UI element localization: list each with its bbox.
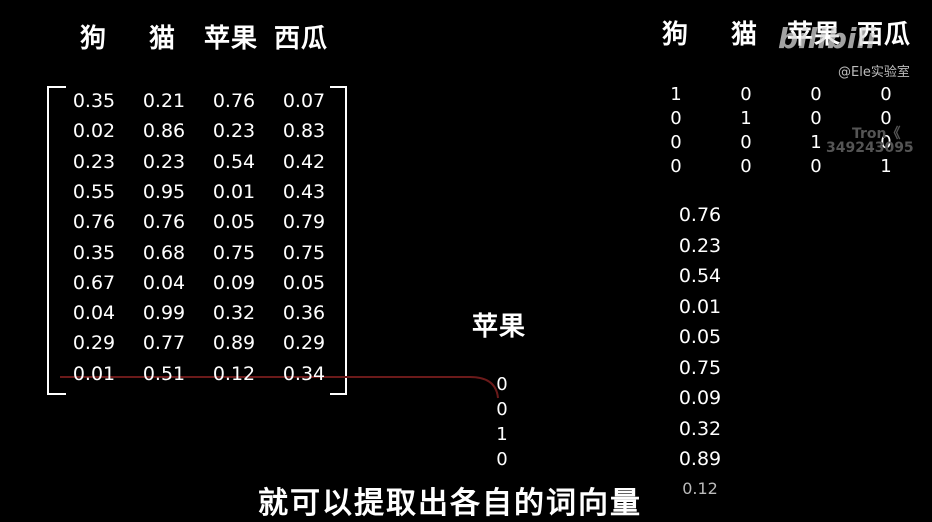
- result-vector-value: 0.75: [678, 356, 722, 379]
- onehot-matrix-cell: 0: [810, 108, 822, 129]
- left-matrix-cell: 0.36: [282, 302, 326, 325]
- onehot-matrix-cell: 0: [740, 132, 752, 153]
- onehot-matrix-cell: 1: [740, 108, 752, 129]
- left-matrix-cell: 0.01: [212, 180, 256, 203]
- left-matrix-cell: 0.32: [212, 302, 256, 325]
- onehot-matrix-cell: 0: [880, 84, 892, 105]
- left-matrix-cell: 0.21: [142, 90, 186, 112]
- left-matrix-cell: 0.76: [142, 211, 186, 234]
- apple-onehot-value: 1: [496, 424, 508, 445]
- faint-name-watermark: Tron《: [852, 126, 901, 142]
- left-matrix-cell: 0.23: [72, 150, 116, 173]
- left-matrix-cell: 0.42: [282, 150, 326, 173]
- left-matrix-cell: 0.54: [212, 150, 256, 173]
- result-vector-value: 0.09: [678, 387, 722, 409]
- onehot-matrix-cell: 0: [810, 156, 822, 177]
- left-matrix-cell: 0.67: [72, 271, 116, 294]
- left-matrix-cell: 0.89: [212, 332, 256, 355]
- left-matrix-cell: 0.07: [282, 90, 326, 112]
- left-matrix-cell: 0.05: [212, 211, 256, 234]
- faint-id-watermark: 349243095: [826, 140, 914, 156]
- left-matrix-cell: 0.23: [142, 150, 186, 173]
- left-matrix-cell: 0.35: [72, 90, 116, 112]
- left-matrix-cell: 0.43: [282, 180, 326, 203]
- left-matrix-cell: 0.51: [142, 362, 186, 385]
- onehot-header-dog: 狗: [662, 20, 690, 50]
- onehot-matrix-cell: 0: [740, 156, 752, 177]
- left-matrix-cell: 0.23: [212, 120, 256, 143]
- left-matrix-cell: 0.95: [142, 180, 186, 203]
- left-matrix-cell: 0.55: [72, 180, 116, 203]
- result-vector-value: 0.32: [678, 417, 722, 440]
- onehot-header-apple: 苹果: [787, 20, 842, 50]
- left-matrix-cell: 0.99: [142, 302, 186, 325]
- left-matrix-cell: 0.35: [72, 241, 116, 264]
- result-vector-value: 0.76: [678, 204, 722, 226]
- left-matrix-cell: 0.83: [282, 120, 326, 143]
- result-vector-value: 0.05: [678, 326, 722, 348]
- result-vector-value: 0.54: [678, 265, 722, 287]
- left-header-apple: 苹果: [204, 24, 259, 54]
- left-matrix-cell: 0.77: [142, 332, 186, 355]
- onehot-matrix-cell: 0: [670, 132, 682, 153]
- onehot-matrix-cell: 0: [810, 84, 822, 105]
- left-matrix-cell: 0.75: [212, 241, 256, 264]
- left-matrix-cell: 0.05: [282, 271, 326, 294]
- result-vector-value: 0.01: [678, 295, 722, 318]
- left-header-watermelon: 西瓜: [274, 24, 329, 54]
- left-bracket: [47, 86, 66, 395]
- bilibili-logo: bilibili: [778, 22, 876, 55]
- left-matrix-cell: 0.34: [282, 362, 326, 385]
- left-matrix-cell: 0.09: [212, 271, 256, 294]
- subtitle-caption: 就可以提取出各自的词向量: [258, 486, 642, 521]
- left-matrix-cell: 0.02: [72, 120, 116, 143]
- onehot-matrix-cell: 0: [740, 84, 752, 105]
- onehot-matrix-cell: 1: [670, 84, 682, 105]
- apple-label: 苹果: [472, 312, 527, 342]
- left-matrix-cell: 0.04: [142, 271, 186, 294]
- right-bracket: [330, 86, 347, 395]
- highlight-connector: [60, 376, 499, 399]
- left-matrix-cell: 0.12: [212, 362, 256, 385]
- left-matrix-cell: 0.76: [72, 211, 116, 234]
- result-vector-value: 0.12: [682, 478, 718, 498]
- apple-onehot-value: 0: [496, 399, 508, 420]
- onehot-matrix-cell: 0: [670, 156, 682, 177]
- left-matrix-cell: 0.29: [282, 332, 326, 355]
- result-vector-value: 0.23: [678, 234, 722, 257]
- onehot-matrix-cell: 1: [880, 156, 892, 177]
- left-matrix-cell: 0.86: [142, 120, 186, 143]
- left-matrix-cell: 0.04: [72, 302, 116, 325]
- left-matrix-cell: 0.68: [142, 241, 186, 264]
- onehot-matrix-cell: 1: [810, 132, 822, 153]
- onehot-matrix-cell: 0: [670, 108, 682, 129]
- left-matrix-cell: 0.79: [282, 211, 326, 234]
- left-matrix-cell: 0.76: [212, 90, 256, 112]
- left-matrix-cell: 0.75: [282, 241, 326, 264]
- left-matrix-cell: 0.01: [72, 362, 116, 385]
- result-vector-value: 0.89: [678, 448, 722, 470]
- onehot-matrix-cell: 0: [880, 108, 892, 129]
- left-header-dog: 狗: [80, 24, 108, 54]
- left-matrix-cell: 0.29: [72, 332, 116, 355]
- channel-watermark: @Ele实验室: [838, 65, 910, 80]
- apple-onehot-value: 0: [496, 374, 508, 395]
- left-header-cat: 猫: [149, 24, 177, 54]
- onehot-matrix-cell: 0: [880, 132, 892, 153]
- onehot-header-cat: 猫: [731, 20, 759, 50]
- apple-onehot-value: 0: [496, 449, 508, 470]
- onehot-header-watermelon: 西瓜: [857, 20, 912, 50]
